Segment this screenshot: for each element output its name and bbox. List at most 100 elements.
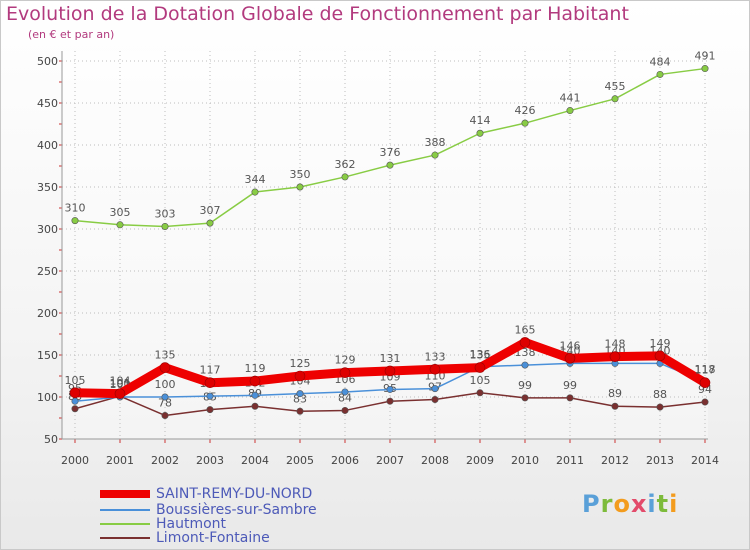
data-label-hautmont: 376	[380, 146, 401, 159]
y-tick-label: 250	[37, 265, 58, 278]
data-point-saint-remy-du-nord	[474, 362, 486, 373]
data-label-limont-fontaine: 89	[608, 387, 622, 400]
legend-label-saint-remy: SAINT-REMY-DU-NORD	[156, 486, 313, 502]
data-point-limont-fontaine	[431, 396, 439, 404]
data-label-saint-remy-du-nord: 104	[110, 375, 131, 388]
x-tick-label: 2006	[331, 454, 359, 467]
data-label-saint-remy-du-nord: 135	[470, 349, 491, 362]
x-tick-label: 2011	[556, 454, 584, 467]
data-point-limont-fontaine	[656, 403, 664, 411]
data-point-limont-fontaine	[566, 394, 574, 402]
data-point-saint-remy-du-nord	[294, 370, 306, 382]
data-point-saint-remy-du-nord	[519, 337, 531, 348]
data-label-hautmont: 310	[65, 202, 86, 215]
data-label-saint-remy-du-nord: 165	[515, 323, 536, 336]
data-point-hautmont	[386, 161, 394, 169]
data-point-hautmont	[161, 222, 169, 230]
data-label-limont-fontaine: 78	[158, 396, 172, 409]
data-point-hautmont	[431, 151, 439, 159]
x-tick-label: 2009	[466, 454, 494, 467]
data-point-boussieres-sur-sambre	[161, 393, 169, 401]
data-point-hautmont	[521, 119, 529, 127]
data-point-hautmont	[656, 70, 664, 78]
data-label-saint-remy-du-nord: 117	[695, 364, 716, 377]
data-label-saint-remy-du-nord: 117	[200, 364, 221, 377]
data-point-hautmont	[611, 95, 619, 103]
data-point-boussieres-sur-sambre	[71, 397, 79, 405]
data-label-boussieres-sur-sambre: 118	[695, 363, 716, 376]
data-point-hautmont	[251, 188, 259, 196]
data-point-hautmont	[296, 183, 304, 191]
proxiti-logo: Proxiti	[582, 490, 678, 518]
data-label-limont-fontaine: 99	[563, 379, 577, 392]
y-tick-label: 400	[37, 139, 58, 152]
y-tick-label: 150	[37, 349, 58, 362]
data-point-saint-remy-du-nord	[564, 353, 576, 364]
data-point-boussieres-sur-sambre	[251, 391, 259, 399]
data-label-hautmont: 484	[650, 55, 671, 68]
data-label-boussieres-sur-sambre: 100	[155, 378, 176, 391]
y-tick-label: 100	[37, 391, 58, 404]
data-point-saint-remy-du-nord	[69, 387, 81, 399]
data-point-limont-fontaine	[341, 406, 349, 414]
data-label-saint-remy-du-nord: 135	[155, 349, 176, 362]
data-label-saint-remy-du-nord: 131	[380, 352, 401, 365]
x-tick-label: 2000	[61, 454, 89, 467]
data-label-limont-fontaine: 88	[653, 388, 667, 401]
data-point-limont-fontaine	[296, 407, 304, 415]
x-tick-label: 2002	[151, 454, 179, 467]
data-label-hautmont: 491	[695, 50, 716, 63]
data-point-saint-remy-du-nord	[654, 350, 666, 362]
data-label-limont-fontaine: 105	[470, 374, 491, 387]
legend-item-saint-remy: SAINT-REMY-DU-NORD	[100, 486, 312, 502]
data-label-limont-fontaine: 84	[338, 391, 352, 404]
data-label-hautmont: 388	[425, 136, 446, 149]
data-label-saint-remy-du-nord: 129	[335, 354, 356, 367]
data-point-saint-remy-du-nord	[204, 377, 216, 389]
chart-title: Evolution de la Dotation Globale de Fonc…	[6, 3, 629, 25]
data-label-saint-remy-du-nord: 148	[605, 338, 626, 351]
x-tick-label: 2005	[286, 454, 314, 467]
data-point-saint-remy-du-nord	[384, 365, 396, 377]
data-point-saint-remy-du-nord	[429, 363, 441, 375]
data-label-saint-remy-du-nord: 105	[65, 374, 86, 387]
legend-label-limont: Limont-Fontaine	[156, 530, 270, 546]
data-point-limont-fontaine	[701, 398, 709, 406]
data-point-limont-fontaine	[206, 406, 214, 414]
legend-item-hautmont: Hautmont	[100, 516, 226, 532]
data-point-hautmont	[71, 217, 79, 225]
y-tick-label: 200	[37, 307, 58, 320]
legend-label-boussieres: Boussières-sur-Sambre	[156, 502, 317, 518]
logo-letter: i	[669, 490, 679, 518]
legend-item-boussieres: Boussières-sur-Sambre	[100, 502, 317, 518]
data-label-hautmont: 305	[110, 206, 131, 219]
x-tick-label: 2007	[376, 454, 404, 467]
x-tick-label: 2014	[691, 454, 719, 467]
data-label-hautmont: 350	[290, 168, 311, 181]
logo-letter: r	[600, 490, 614, 518]
data-point-limont-fontaine	[521, 394, 529, 402]
data-point-limont-fontaine	[611, 402, 619, 410]
data-point-saint-remy-du-nord	[159, 362, 171, 373]
x-tick-label: 2008	[421, 454, 449, 467]
logo-letter: o	[613, 490, 631, 518]
data-label-hautmont: 303	[155, 207, 176, 220]
logo-letter: i	[647, 490, 657, 518]
legend-label-hautmont: Hautmont	[156, 516, 227, 532]
data-label-hautmont: 441	[560, 92, 581, 105]
data-point-saint-remy-du-nord	[609, 351, 621, 362]
logo-letter: x	[630, 490, 648, 518]
legend-swatch-hautmont	[100, 523, 150, 525]
y-tick-label: 50	[44, 433, 58, 446]
data-point-limont-fontaine	[161, 411, 169, 419]
x-tick-label: 2010	[511, 454, 539, 467]
data-label-hautmont: 307	[200, 204, 221, 217]
x-tick-label: 2003	[196, 454, 224, 467]
data-label-hautmont: 455	[605, 80, 626, 93]
chart-subtitle: (en € et par an)	[28, 28, 115, 41]
data-point-hautmont	[701, 65, 709, 73]
logo-letter: t	[656, 490, 670, 518]
data-point-saint-remy-du-nord	[699, 377, 711, 389]
